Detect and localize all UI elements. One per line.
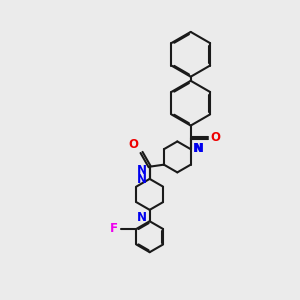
Text: N: N — [194, 142, 204, 155]
Text: N: N — [193, 142, 203, 155]
Text: N: N — [136, 212, 146, 224]
Text: N: N — [136, 173, 146, 186]
Text: N: N — [136, 164, 146, 177]
Text: O: O — [211, 131, 221, 144]
Text: O: O — [129, 138, 139, 151]
Text: F: F — [110, 223, 118, 236]
